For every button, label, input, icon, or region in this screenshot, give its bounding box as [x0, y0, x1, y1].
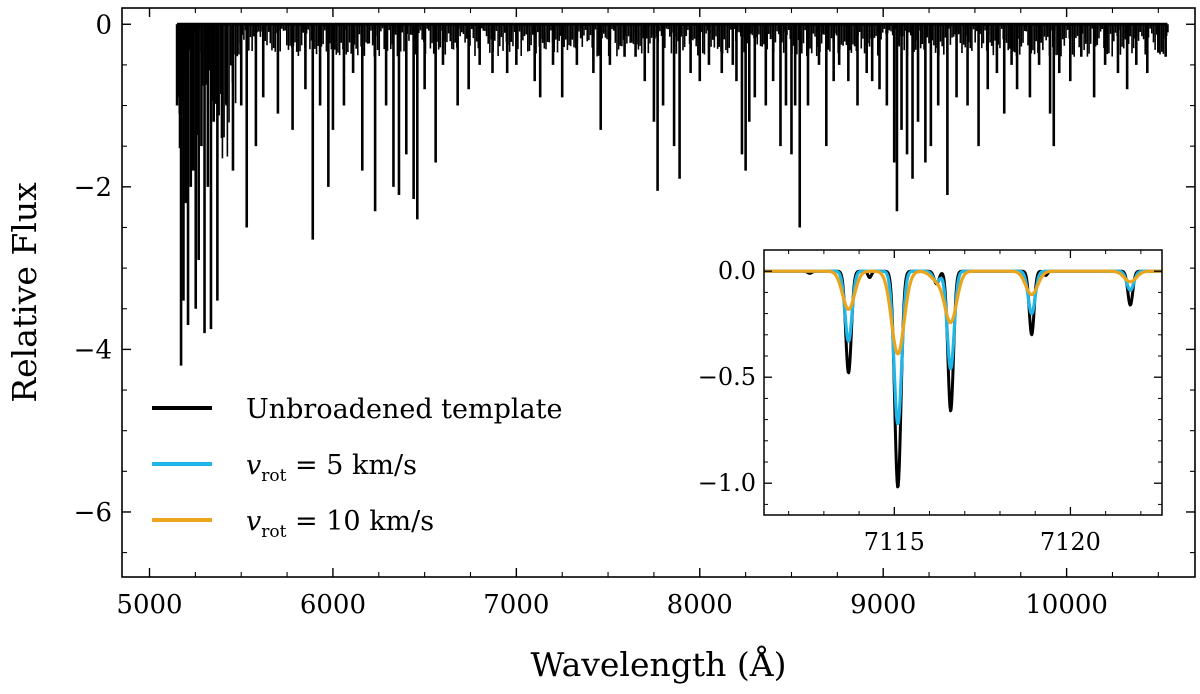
inset-series-line [764, 269, 1162, 356]
inset-y-tick-label: −0.5 [698, 363, 756, 391]
x-tick-label: 8000 [667, 590, 733, 620]
main-plot: 5000 6000 7000 8000 9000 10000 0 −2 −4 −6 Waveleng… [5, 7, 1196, 684]
x-tick-label: 6000 [300, 590, 366, 620]
legend-label: vrot = 5 km/s [246, 450, 417, 486]
x-tick-label: 9000 [850, 590, 916, 620]
legend-var: v [246, 506, 261, 537]
legend-label: Unbroadened template [246, 394, 562, 425]
inset-x-tick-label: 7115 [864, 528, 925, 556]
inset-series-group [764, 269, 1162, 489]
x-tick-label: 7000 [483, 590, 549, 620]
x-tick-label: 5000 [116, 590, 182, 620]
legend-label: vrot = 10 km/s [246, 506, 434, 542]
legend-subscript: rot [261, 522, 286, 542]
y-tick-label: −6 [74, 498, 112, 528]
inset-background [764, 250, 1162, 515]
inset-frame [763, 249, 1163, 516]
x-tick-label: 10000 [1025, 590, 1108, 620]
legend-value: = 10 km/s [286, 506, 434, 537]
legend-subscript: rot [261, 466, 286, 486]
y-tick-label: −2 [74, 173, 112, 203]
inset-plot: 7115 7120 0.0 −0.5 −1.0 [698, 249, 1163, 556]
y-tick-label: −4 [74, 335, 112, 365]
x-axis-title: Wavelength (Å) [531, 644, 787, 684]
inset-y-tick-label: 0.0 [718, 257, 756, 285]
inset-y-tick-label: −1.0 [698, 469, 756, 497]
inset-x-tick-label: 7120 [1040, 528, 1101, 556]
y-axis-title: Relative Flux [5, 182, 44, 403]
main-frame [121, 7, 1196, 578]
legend-value: = 5 km/s [286, 450, 416, 481]
y-tick-label: 0 [95, 10, 112, 40]
main-spectrum [175, 22, 1169, 366]
legend-var: v [246, 450, 261, 481]
